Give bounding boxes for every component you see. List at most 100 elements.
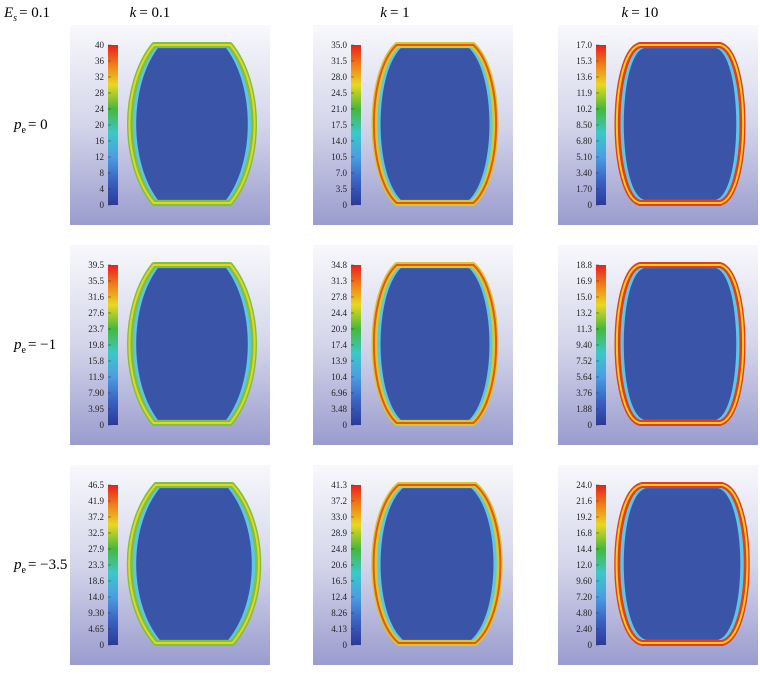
colorbar-tick-label: 14.4: [576, 544, 592, 554]
colorbar-tick-label: 3.40: [576, 168, 592, 178]
colorbar-tick-label: 28.9: [331, 528, 347, 538]
colorbar-tick-label: 4: [100, 184, 105, 194]
colorbar-tick-label: 36: [95, 56, 105, 66]
value: = −3.5: [28, 557, 67, 573]
colorbar-tick-label: 37.2: [88, 512, 104, 522]
colorbar-tick-label: 20.6: [331, 560, 347, 570]
body-rim-inner: [372, 264, 498, 424]
colorbar-tick-label: 35.5: [88, 276, 104, 286]
symbol: p: [13, 117, 22, 133]
body: [380, 268, 490, 420]
panel: 41.3 37.2 33.0 28.9 24.8 20.6 16.5 12.4 8.26 4.13…: [313, 465, 513, 665]
colorbar-tick-label: 11.9: [577, 88, 593, 98]
panel: 24.0 21.6 19.2 16.8 14.4 12.0 9.60 7.20 4.80 2.40…: [558, 465, 758, 665]
colorbar-tick-label: 12.0: [576, 560, 592, 570]
colorbar-tick-label: 5.10: [576, 152, 592, 162]
body: [136, 268, 248, 420]
body-rim-inner: [615, 44, 745, 204]
column-label: k = 1: [380, 5, 409, 21]
colorbar-tick-label: 0: [343, 200, 348, 210]
value: = −1: [28, 337, 56, 353]
colorbar-tick-label: 0: [588, 640, 593, 650]
colorbar: [108, 265, 118, 425]
panel: 35.0 31.5 28.0 24.5 21.0 17.5 14.0 10.5 7.0 3.5 0: [313, 25, 513, 225]
colorbar-tick-label: 19.8: [88, 340, 104, 350]
colorbar-tick-label: 21.0: [331, 104, 347, 114]
colorbar-tick-label: 28.0: [331, 72, 347, 82]
colorbar-tick-label: 15.0: [576, 292, 592, 302]
colorbar-tick-label: 14.0: [331, 136, 347, 146]
colorbar-tick-label: 37.2: [331, 496, 347, 506]
colorbar-tick-label: 16: [95, 136, 105, 146]
colorbar-tick-label: 16.9: [576, 276, 592, 286]
colorbar-tick-label: 7.20: [576, 592, 592, 602]
colorbar-tick-label: 4.65: [88, 624, 104, 634]
colorbar-tick-label: 8.26: [331, 608, 347, 618]
subscript: s: [13, 13, 17, 24]
symbol: p: [13, 557, 22, 573]
colorbar-tick-label: 40: [95, 40, 105, 50]
colorbar: [108, 485, 118, 645]
colorbar-tick-label: 21.6: [576, 496, 592, 506]
body: [380, 488, 494, 640]
colorbar: [351, 265, 361, 425]
colorbar-tick-label: 32: [95, 72, 104, 82]
colorbar-tick-label: 28: [95, 88, 105, 98]
colorbar-tick-label: 0: [100, 420, 105, 430]
colorbar: [596, 265, 606, 425]
value: = 1: [390, 5, 410, 21]
colorbar-tick-label: 33.0: [331, 512, 347, 522]
colorbar-tick-label: 14.0: [88, 592, 104, 602]
colorbar-tick-label: 12.4: [331, 592, 347, 602]
column-label: k = 0.1: [130, 5, 171, 21]
colorbar-tick-label: 4.13: [331, 624, 347, 634]
colorbar-tick-label: 16.5: [331, 576, 347, 586]
colorbar-tick-label: 3.5: [336, 184, 348, 194]
body-rim-inner: [615, 484, 749, 644]
colorbar-tick-label: 17.4: [331, 340, 347, 350]
colorbar-tick-label: 1.88: [576, 404, 592, 414]
body-rim-inner: [128, 484, 260, 644]
colorbar-tick-label: 39.5: [88, 260, 104, 270]
symbol: k: [622, 5, 629, 21]
colorbar-tick-label: 20.9: [331, 324, 347, 334]
colorbar-tick-label: 24: [95, 104, 105, 114]
colorbar: [351, 45, 361, 205]
panel: 17.0 15.3 13.6 11.9 10.2 8.50 6.80 5.10 3.40 1.70…: [558, 25, 758, 225]
colorbar-tick-label: 17.5: [331, 120, 347, 130]
colorbar-tick-label: 46.5: [88, 480, 104, 490]
symbol: k: [380, 5, 387, 21]
value: = 10: [631, 5, 658, 21]
colorbar-tick-label: 11.3: [577, 324, 593, 334]
colorbar-tick-label: 10.4: [331, 372, 347, 382]
colorbar: [596, 485, 606, 645]
corner-label: Es = 0.1: [3, 5, 50, 24]
panel: 18.8 16.9 15.0 13.2 11.3 9.40 7.52 5.64 3.76 1.88…: [558, 245, 758, 445]
colorbar-tick-label: 0: [100, 200, 105, 210]
colorbar-tick-label: 31.5: [331, 56, 347, 66]
body-rim-inner: [372, 44, 498, 204]
colorbar-tick-label: 0: [343, 420, 348, 430]
value: = 0.1: [139, 5, 170, 21]
body: [623, 488, 741, 640]
row-label: pe = −3.5: [13, 557, 67, 576]
colorbar-tick-label: 11.9: [89, 372, 105, 382]
colorbar-tick-label: 19.2: [576, 512, 592, 522]
colorbar-tick-label: 9.40: [576, 340, 592, 350]
colorbar-tick-label: 23.7: [88, 324, 104, 334]
colorbar-tick-label: 32.5: [88, 528, 104, 538]
colorbar-tick-label: 24.5: [331, 88, 347, 98]
colorbar-tick-label: 6.96: [331, 388, 347, 398]
colorbar-tick-label: 13.2: [576, 308, 592, 318]
symbol: E: [3, 5, 13, 21]
colorbar-tick-label: 27.8: [331, 292, 347, 302]
subscript: e: [22, 345, 27, 356]
colorbar-tick-label: 10.2: [576, 104, 592, 114]
colorbar-tick-label: 27.6: [88, 308, 104, 318]
colorbar-tick-label: 8: [100, 168, 105, 178]
body: [380, 48, 490, 200]
body: [623, 268, 737, 420]
colorbar-tick-label: 20: [95, 120, 105, 130]
symbol: p: [13, 337, 22, 353]
colorbar-tick-label: 0: [343, 640, 348, 650]
